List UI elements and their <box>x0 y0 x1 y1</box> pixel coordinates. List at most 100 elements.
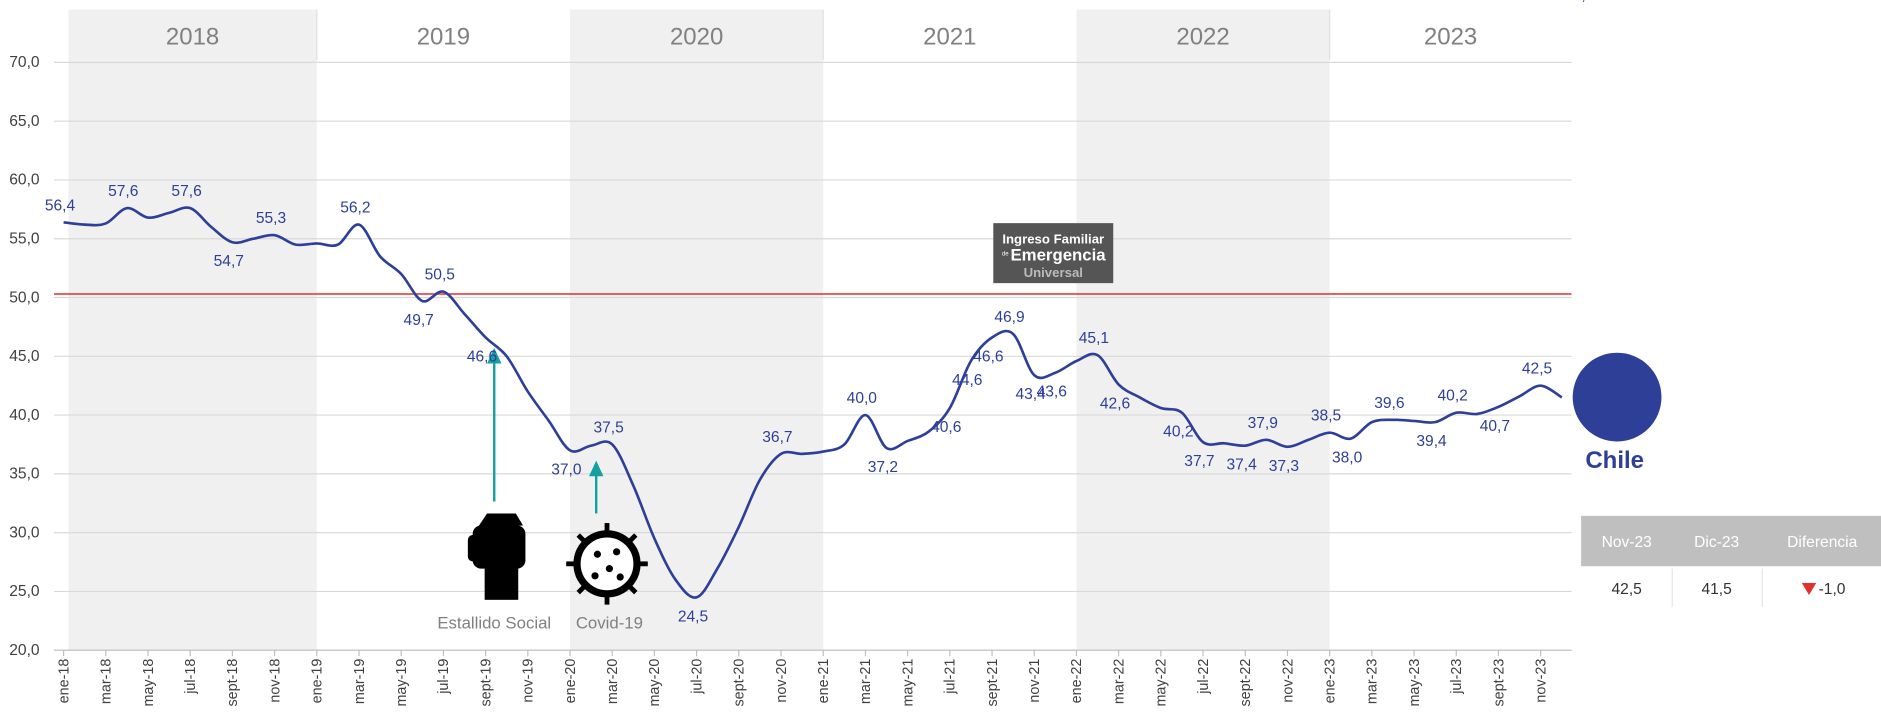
data-label: 56,4 <box>45 197 76 214</box>
y-tick-label: 50,0 <box>9 289 40 306</box>
data-label: 40,0 <box>847 390 878 407</box>
data-label: 46,6 <box>973 348 1003 365</box>
y-tick-label: 55,0 <box>9 231 40 248</box>
y-tick-label: 40,0 <box>9 407 40 424</box>
data-label: 37,0 <box>551 461 582 478</box>
data-label: 37,7 <box>1184 453 1214 470</box>
data-label: 40,2 <box>1163 424 1193 441</box>
year-band <box>68 9 317 651</box>
year-label: 2023 <box>1424 23 1477 50</box>
x-tick-label: mar-21 <box>858 659 874 705</box>
data-label: 37,2 <box>868 459 898 476</box>
data-label: 40,2 <box>1438 388 1468 405</box>
arrow-head <box>589 460 604 477</box>
data-label: 42,6 <box>1100 396 1130 413</box>
logo-text: de <box>1002 252 1009 258</box>
x-tick-label: nov-21 <box>1027 659 1043 703</box>
x-tick-label: may-19 <box>394 659 410 707</box>
logo-text: Ingreso Familiar <box>1002 232 1104 247</box>
virus-icon <box>566 523 648 605</box>
table-header-cell: Dic-23 <box>1694 534 1739 551</box>
x-tick-label: sept-23 <box>1491 659 1507 707</box>
fist-icon <box>467 513 526 600</box>
annotation: Estallido Social <box>437 614 551 633</box>
x-tick-label: ene-23 <box>1322 659 1338 704</box>
x-tick-label: may-22 <box>1154 659 1170 707</box>
data-label: 38,5 <box>1311 408 1342 425</box>
table-cell: 42,5 <box>1612 581 1643 598</box>
year-label: 2022 <box>1176 23 1229 50</box>
table-header-cell: Diferencia <box>1787 534 1857 551</box>
year-band <box>1076 9 1330 651</box>
x-tick-label: sept-19 <box>478 659 494 707</box>
x-tick-label: jul-19 <box>436 659 452 695</box>
x-tick-label: may-21 <box>900 659 916 707</box>
x-tick-label: jul-21 <box>943 659 959 695</box>
data-label: 41,5 <box>1564 0 1595 4</box>
x-tick-label: nov-18 <box>267 659 283 703</box>
x-tick-label: jul-20 <box>689 659 705 695</box>
x-tick-label: nov-19 <box>521 659 537 703</box>
data-label: 43,4 <box>1015 386 1046 403</box>
x-tick-label: sept-22 <box>1238 659 1254 707</box>
data-label: 24,5 <box>678 608 709 625</box>
data-label: 56,2 <box>340 200 370 217</box>
x-tick-label: ene-18 <box>56 659 72 704</box>
data-label: 46,6 <box>467 348 497 365</box>
series-name: Chile <box>1585 447 1644 474</box>
x-tick-label: nov-20 <box>774 659 790 703</box>
x-tick-label: jul-23 <box>1449 659 1465 695</box>
current-value-badge <box>1572 352 1662 442</box>
x-tick-label: mar-18 <box>99 659 115 705</box>
x-tick-label: mar-23 <box>1365 659 1381 705</box>
down-arrow <box>1801 583 1817 596</box>
y-tick-label: 30,0 <box>9 524 40 541</box>
x-tick-label: may-23 <box>1407 659 1423 707</box>
data-label: 43,6 <box>1037 384 1067 401</box>
x-tick-label: sept-18 <box>225 659 241 707</box>
data-label: 37,4 <box>1226 457 1257 474</box>
data-label: 46,9 <box>994 309 1024 326</box>
x-tick-label: sept-21 <box>985 659 1001 707</box>
x-tick-label: ene-19 <box>310 659 326 704</box>
x-tick-label: ene-22 <box>1069 659 1085 704</box>
y-tick-label: 60,0 <box>9 172 40 189</box>
data-label: 50,5 <box>425 267 456 284</box>
y-tick-label: 70,0 <box>9 54 40 71</box>
data-label: 37,9 <box>1248 415 1278 432</box>
logo-text: Universal <box>1024 265 1083 280</box>
y-tick-label: 20,0 <box>9 642 40 659</box>
year-label: 2018 <box>166 23 219 50</box>
y-tick-label: 65,0 <box>9 113 40 130</box>
data-label: 45,1 <box>1079 330 1109 347</box>
data-label: 37,5 <box>593 419 624 436</box>
data-label: 36,7 <box>762 429 792 446</box>
x-tick-label: mar-22 <box>1111 659 1127 705</box>
y-tick-label: 25,0 <box>9 583 40 600</box>
y-tick-label: 35,0 <box>9 466 40 483</box>
x-tick-label: may-20 <box>647 659 663 707</box>
data-label: 55,3 <box>256 210 286 227</box>
data-label: 40,7 <box>1480 418 1510 435</box>
table-cell: -1,0 <box>1819 581 1846 598</box>
data-label: 37,3 <box>1269 458 1299 475</box>
x-tick-label: nov-23 <box>1533 659 1549 703</box>
data-label: 54,7 <box>214 253 244 270</box>
table-cell: 41,5 <box>1701 581 1732 598</box>
x-tick-label: ene-20 <box>563 659 579 704</box>
data-label: 57,6 <box>171 183 201 200</box>
year-label: 2019 <box>417 23 470 50</box>
table-header <box>1581 515 1881 567</box>
series-line <box>63 206 1563 599</box>
year-label: 2021 <box>923 23 976 50</box>
table-header-cell: Nov-23 <box>1602 534 1652 551</box>
annotation: Covid-19 <box>576 614 643 633</box>
data-label: 40,6 <box>931 419 961 436</box>
data-label: 39,4 <box>1416 433 1447 450</box>
logo-box <box>993 223 1114 284</box>
x-tick-label: jul-22 <box>1196 659 1212 695</box>
data-label: 57,6 <box>108 183 138 200</box>
x-tick-label: may-18 <box>141 659 157 707</box>
x-tick-label: mar-19 <box>352 659 368 705</box>
